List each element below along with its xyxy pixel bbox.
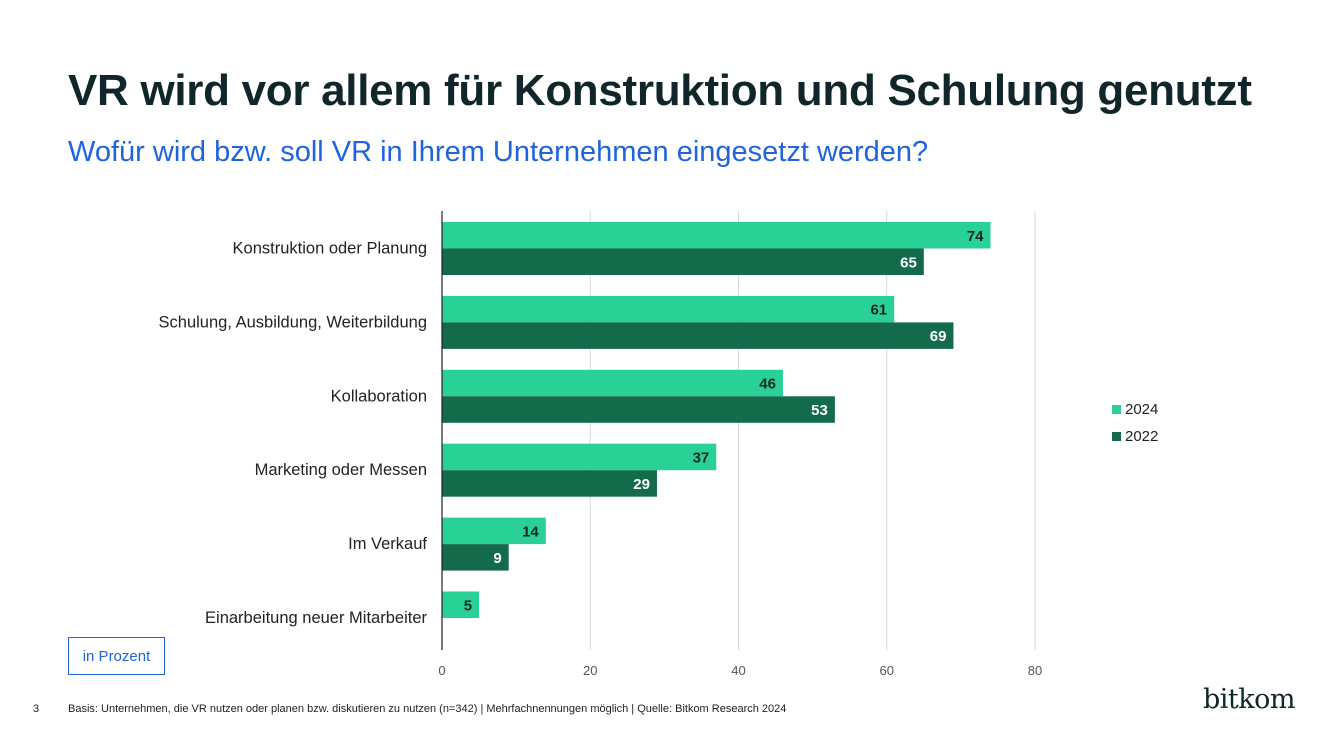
data-label-2022: 65: [900, 254, 917, 271]
bar-2024: [442, 591, 480, 618]
bar-2022: [442, 322, 954, 349]
x-tick-label-0: 0: [438, 663, 445, 678]
legend-swatch-2022: [1112, 432, 1121, 441]
x-tick-label-60: 60: [880, 663, 894, 678]
data-label-2022: 69: [930, 328, 947, 345]
chart-subtitle: Wofür wird bzw. soll VR in Ihrem Unterne…: [68, 136, 929, 168]
data-label-2024: 46: [759, 376, 776, 393]
category-label: Im Verkauf: [348, 535, 427, 553]
bar-2022: [442, 470, 657, 497]
bitkom-logo: bitkom: [1203, 684, 1296, 715]
page-number: 3: [33, 703, 40, 715]
bar-2024: [442, 443, 717, 471]
bar-2024: [442, 222, 991, 249]
x-tick-label-20: 20: [583, 663, 597, 678]
bar-2024: [442, 369, 783, 397]
data-label-2022: 9: [493, 550, 501, 567]
unit-label-box: in Prozent: [68, 637, 165, 675]
legend-item-2024: 2024: [1112, 396, 1158, 423]
bar-2024: [442, 517, 546, 545]
data-label-2024: 5: [464, 597, 472, 614]
data-label-2024: 61: [870, 302, 887, 319]
x-tick-label-40: 40: [731, 663, 745, 678]
category-label: Marketing oder Messen: [255, 461, 427, 479]
category-label: Kollaboration: [331, 387, 427, 405]
category-label: Einarbeitung neuer Mitarbeiter: [205, 609, 427, 627]
source-footnote: Basis: Unternehmen, die VR nutzen oder p…: [68, 703, 787, 715]
legend: 2024 2022: [1112, 396, 1158, 450]
bar-2024: [442, 295, 895, 323]
legend-label-2024: 2024: [1125, 401, 1159, 418]
data-label-2022: 53: [811, 402, 828, 419]
data-label-2022: 29: [633, 476, 650, 493]
category-label: Konstruktion oder Planung: [233, 240, 427, 258]
bar-2022: [442, 396, 835, 423]
data-label-2024: 37: [693, 449, 710, 466]
legend-swatch-2024: [1112, 405, 1121, 414]
legend-item-2022: 2022: [1112, 423, 1158, 450]
legend-label-2022: 2022: [1125, 428, 1159, 445]
category-label: Schulung, Ausbildung, Weiterbildung: [159, 313, 427, 331]
bar-2022: [442, 248, 924, 275]
chart-title: VR wird vor allem für Konstruktion und S…: [68, 66, 1252, 115]
x-tick-label-80: 80: [1028, 663, 1042, 678]
data-label-2024: 14: [522, 523, 539, 540]
data-label-2024: 74: [967, 228, 984, 245]
bar-2022: [442, 544, 509, 571]
